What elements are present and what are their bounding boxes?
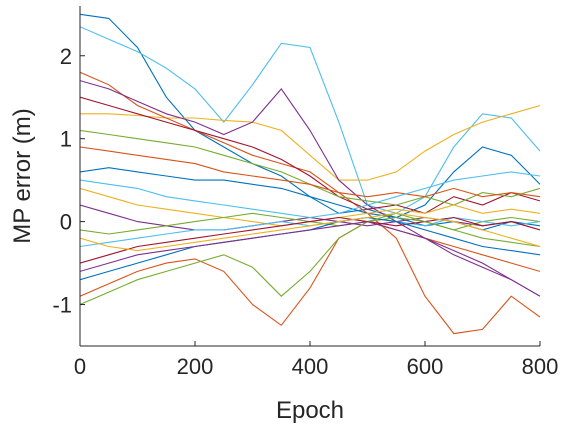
series-line-18	[80, 221, 540, 297]
series-line-5	[80, 80, 540, 297]
x-ticks: 0 200 400 600 800	[74, 341, 558, 379]
series-line-1	[80, 13, 540, 219]
x-tick-label: 200	[177, 354, 214, 379]
series-line-9	[80, 146, 540, 198]
series-line-6	[80, 96, 540, 214]
series-line-3	[80, 104, 540, 181]
series-line-17	[80, 212, 540, 306]
x-tick-label: 800	[522, 354, 559, 379]
y-ticks: -1 0 1 2	[52, 44, 85, 318]
y-tick-label: 0	[60, 210, 72, 235]
series-line-8	[80, 167, 540, 231]
y-tick-label: 1	[60, 127, 72, 152]
y-tick-label: -1	[52, 293, 72, 318]
x-tick-label: 0	[74, 354, 86, 379]
x-tick-label: 600	[407, 354, 444, 379]
series-line-16	[80, 221, 540, 327]
series-layer	[80, 13, 540, 335]
series-line-19	[80, 212, 540, 252]
series-line-14	[80, 216, 540, 264]
y-tick-label: 2	[60, 44, 72, 69]
x-tick-label: 400	[292, 354, 329, 379]
series-line-4	[80, 71, 540, 335]
series-line-2	[80, 26, 540, 214]
series-line-20	[80, 171, 540, 219]
x-axis-title: Epoch	[276, 397, 344, 424]
y-axis-title: MP error (m)	[9, 108, 36, 244]
